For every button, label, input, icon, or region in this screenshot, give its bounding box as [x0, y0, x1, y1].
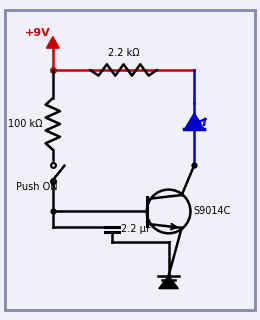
Polygon shape — [185, 114, 204, 129]
Text: 2.2 kΩ: 2.2 kΩ — [108, 48, 139, 58]
Polygon shape — [46, 36, 59, 48]
Text: 2.2 μF: 2.2 μF — [121, 224, 152, 235]
Polygon shape — [159, 276, 178, 289]
FancyBboxPatch shape — [5, 10, 255, 310]
Text: Push ON: Push ON — [16, 182, 57, 192]
Text: +9V: +9V — [24, 28, 50, 38]
Text: S9014C: S9014C — [193, 206, 230, 216]
Text: 100 kΩ: 100 kΩ — [8, 119, 42, 129]
